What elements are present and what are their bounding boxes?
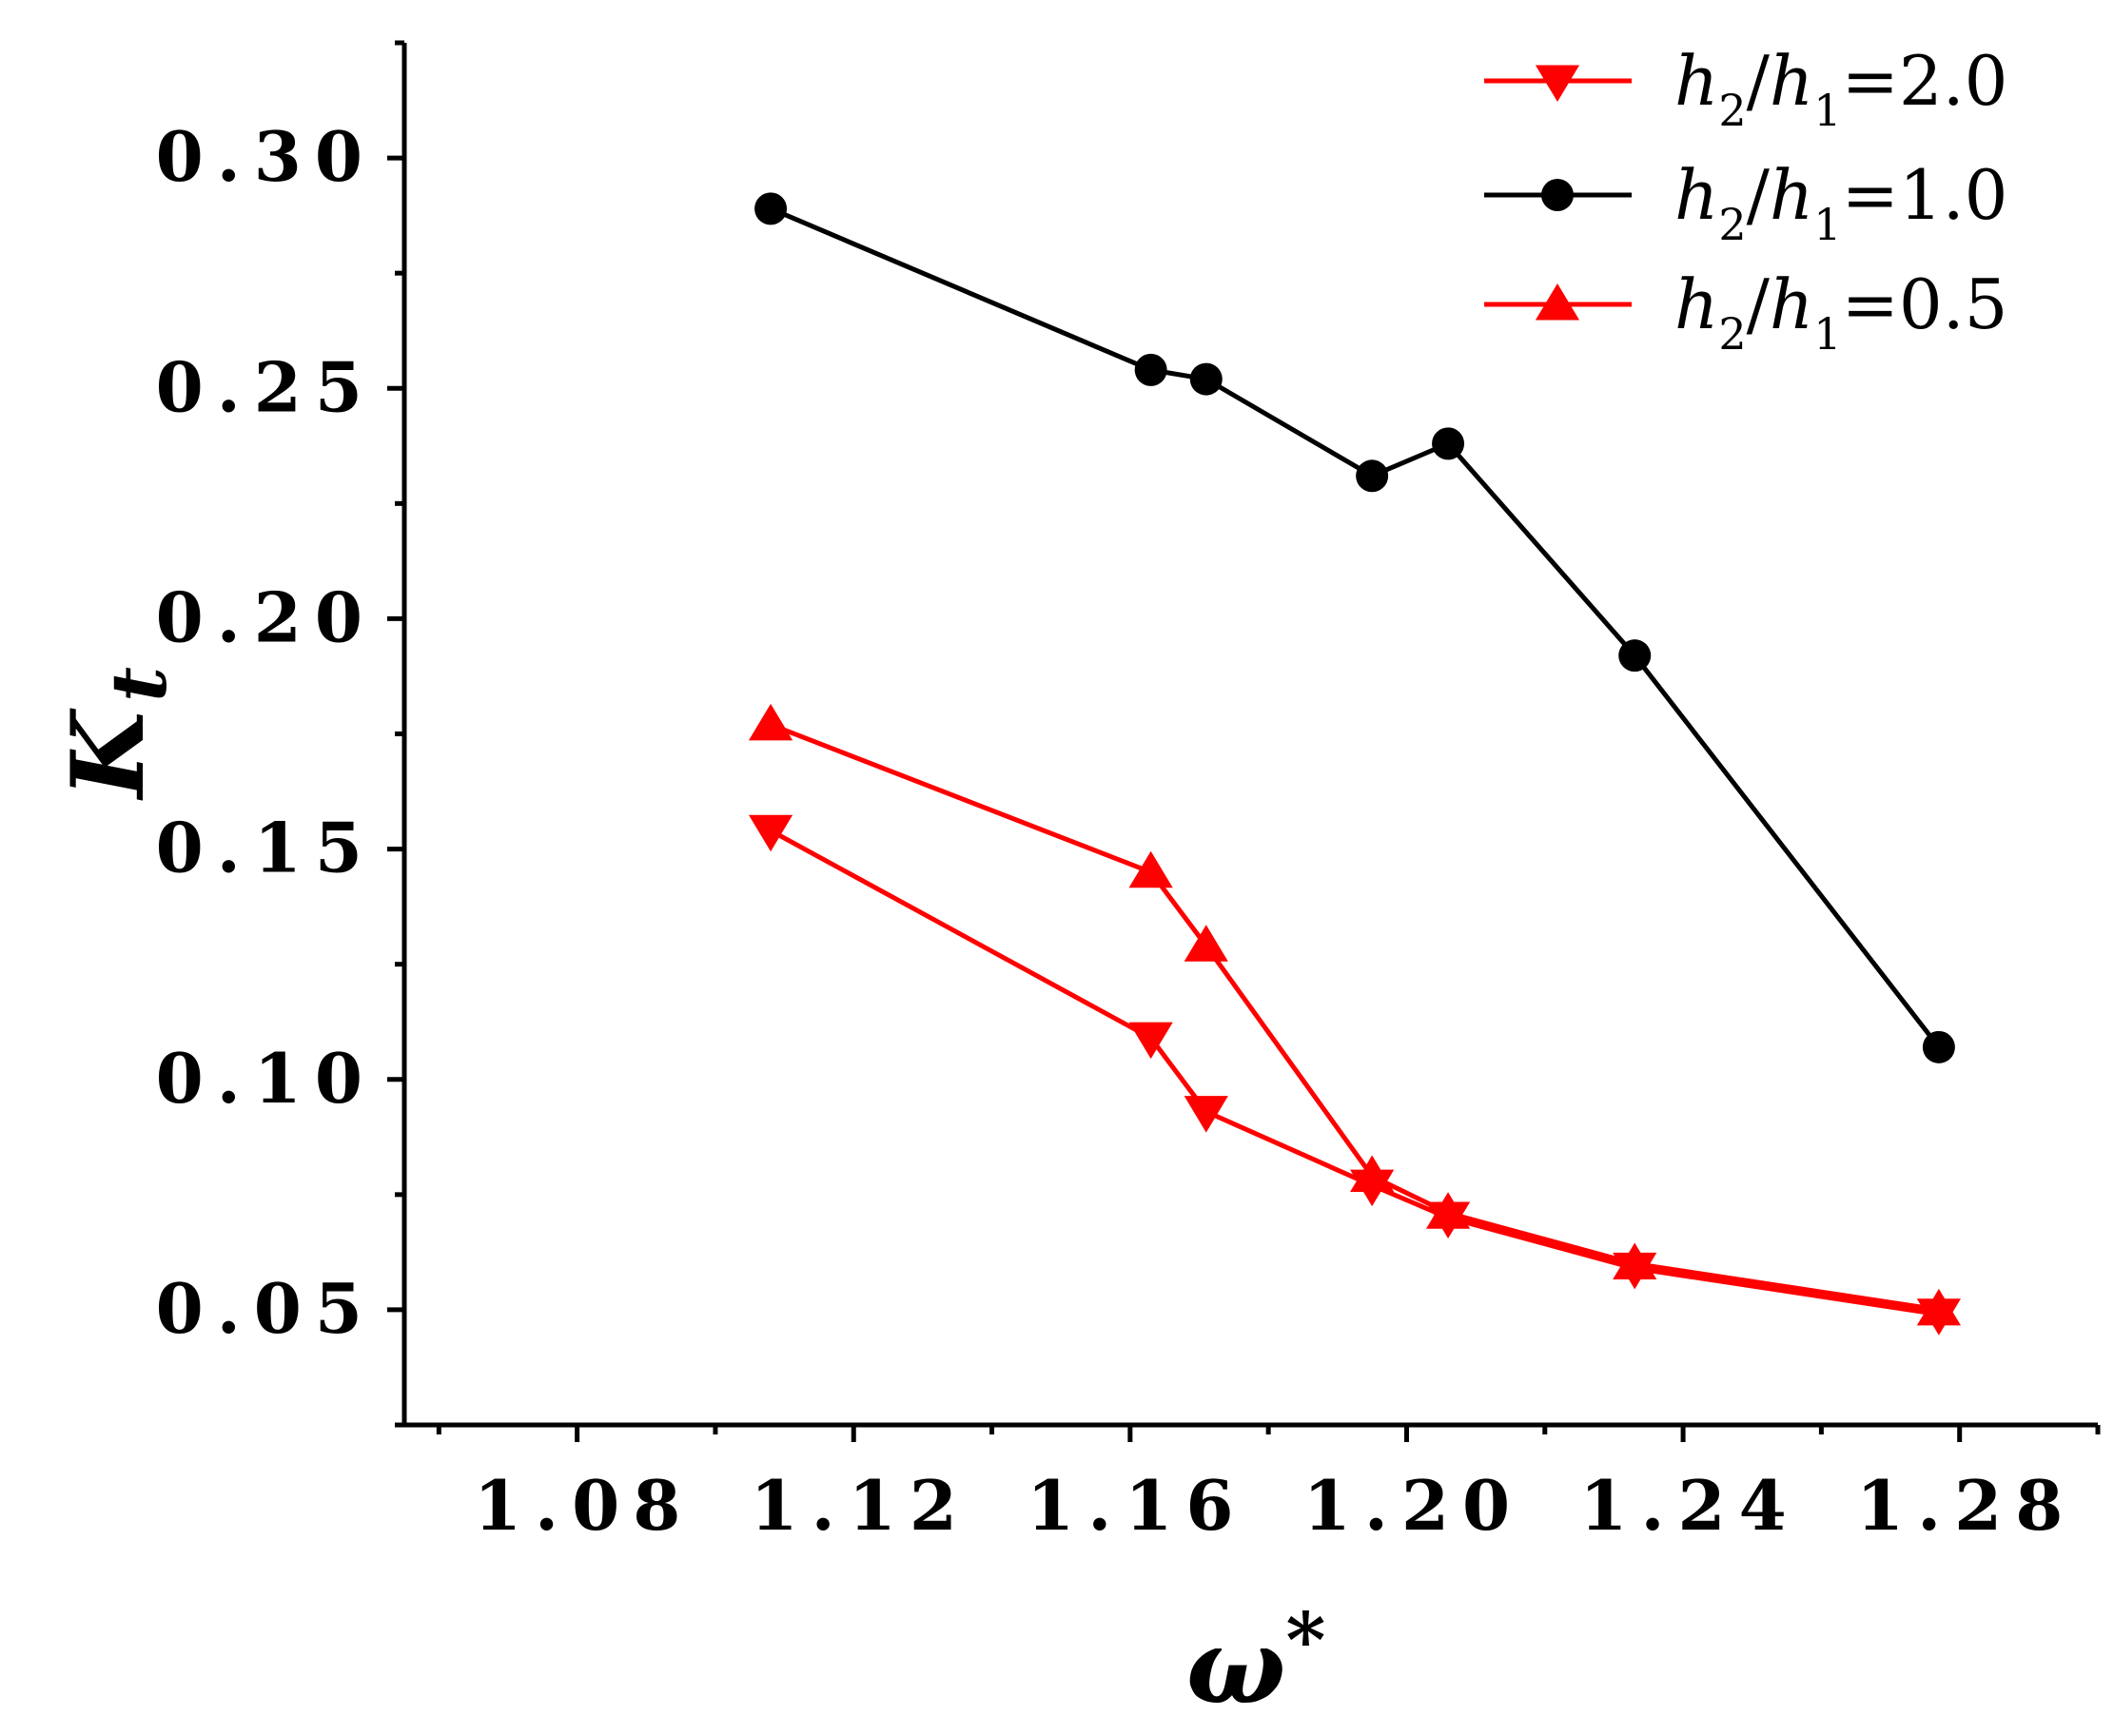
data-point — [1350, 1155, 1395, 1192]
data-point — [1922, 1030, 1955, 1063]
data-point — [1425, 1192, 1471, 1229]
y-tick-label: 0.25 — [156, 346, 376, 427]
data-point — [754, 192, 788, 225]
y-tick-label: 0.15 — [156, 808, 376, 888]
data-point — [748, 814, 793, 852]
data-point — [1356, 459, 1389, 493]
series-line — [770, 722, 1940, 1313]
x-tick-label: 1.12 — [751, 1465, 970, 1546]
legend-item-3: h2/h1=0.5 — [1484, 264, 2007, 360]
data-point — [1613, 1242, 1657, 1279]
y-tick-label: 0.20 — [156, 576, 376, 657]
series-3 — [748, 703, 1961, 1326]
data-point — [1916, 1288, 1961, 1326]
data-point — [1184, 925, 1228, 962]
legend-marker — [1541, 179, 1574, 211]
data-point — [1134, 353, 1167, 386]
x-tick-label: 1.28 — [1856, 1465, 2076, 1546]
y-tick-label: 0.10 — [156, 1038, 376, 1119]
x-tick-label: 1.24 — [1579, 1465, 1799, 1546]
x-axis-title: ω* — [1186, 1595, 1326, 1727]
data-point — [748, 703, 793, 741]
legend-item-1: h2/h1=2.0 — [1484, 41, 2007, 136]
series-1 — [748, 814, 1961, 1336]
legend: h2/h1=2.0 h2/h1=1.0 h2/h1=0.5 — [1484, 41, 2007, 360]
data-point — [1128, 1022, 1173, 1060]
data-point — [1184, 1096, 1228, 1133]
legend-label: h2/h1=2.0 — [1674, 41, 2007, 136]
y-axis-title: Kt — [49, 667, 184, 801]
axes: 0.05 0.10 0.15 0.20 0.25 0.30 1.08 1.12 1.16 1.20… — [156, 40, 2101, 1546]
axis-titles: ω* Kt — [49, 667, 1325, 1727]
series-2 — [754, 192, 1955, 1063]
series-line — [769, 829, 1940, 1317]
legend-item-2: h2/h1=1.0 — [1484, 155, 2007, 250]
y-tick-label: 0.05 — [156, 1268, 376, 1349]
x-tick-label: 1.20 — [1303, 1465, 1523, 1546]
legend-marker — [1535, 283, 1580, 321]
y-tick-label: 0.30 — [156, 116, 376, 197]
legend-label: h2/h1=1.0 — [1674, 155, 2007, 250]
series-layer — [748, 192, 1961, 1336]
legend-label: h2/h1=0.5 — [1674, 264, 2007, 360]
data-point — [1189, 362, 1223, 396]
x-tick-label: 1.08 — [474, 1465, 694, 1546]
legend-marker — [1535, 65, 1580, 102]
data-point — [1128, 850, 1173, 888]
data-point — [1618, 639, 1652, 673]
x-tick-label: 1.16 — [1027, 1465, 1246, 1546]
data-point — [1432, 427, 1465, 460]
